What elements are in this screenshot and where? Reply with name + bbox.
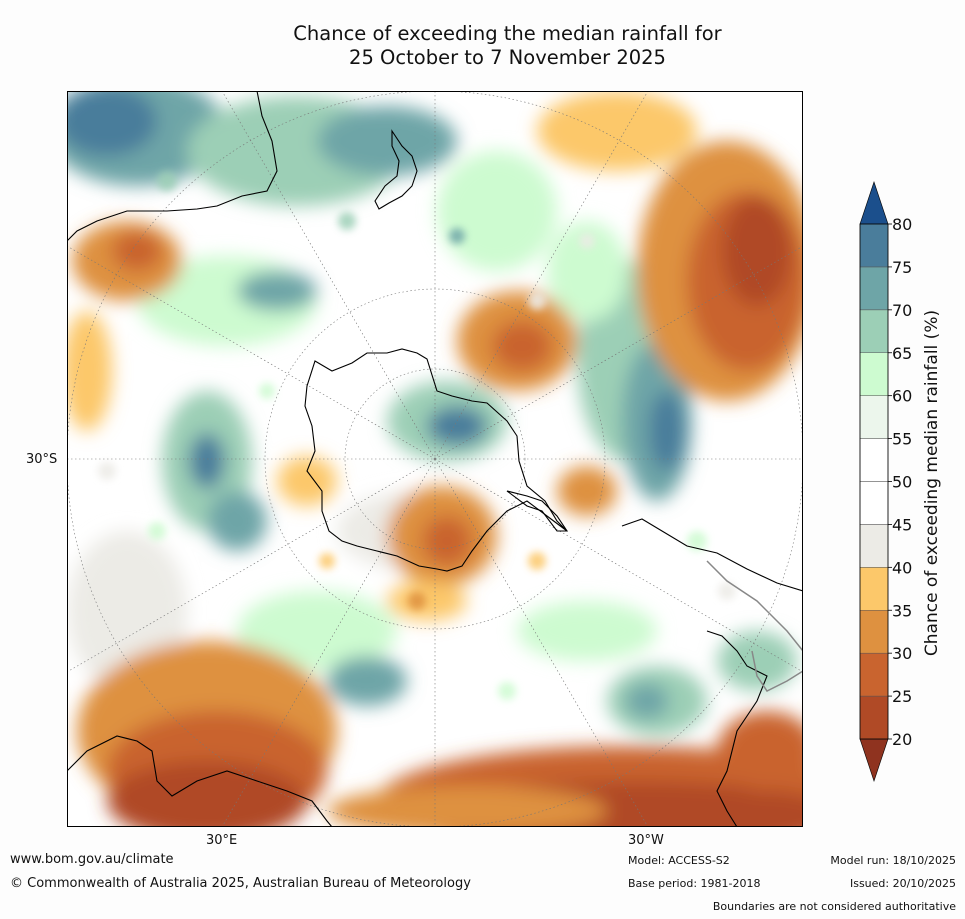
colorbar-under-arrow [859, 738, 889, 782]
colorbar-tick-label: 60 [892, 387, 912, 406]
colorbar-segment [859, 395, 889, 439]
coastlines [67, 91, 803, 827]
colorbar-segment [859, 352, 889, 396]
colorbar-segment [859, 524, 889, 568]
antarctic-peninsula-coast [506, 490, 569, 532]
colorbar-segment [859, 695, 889, 740]
colorbar-segment [859, 266, 889, 311]
colorbar-tick-label: 70 [892, 301, 912, 320]
south-america-coast [621, 518, 803, 827]
footer-disclaimer: Boundaries are not considered authoritat… [712, 900, 956, 913]
latitude-label: 30°S [26, 452, 58, 467]
colorbar-segment [859, 652, 889, 697]
longitude-label-west: 30°W [628, 833, 664, 848]
rainfall-speckle [98, 171, 736, 700]
country-borders [706, 560, 803, 692]
footer-base-period: Base period: 1981-2018 [628, 877, 761, 890]
colorbar-tick-label: 55 [892, 430, 912, 449]
antarctica-coast [304, 348, 568, 572]
footer-model: Model: ACCESS-S2 [628, 854, 730, 867]
colorbar-segment [859, 610, 889, 654]
colorbar-segment [859, 223, 889, 268]
longitude-label-east: 30°E [206, 833, 238, 848]
colorbar-tick-label: 40 [892, 558, 912, 577]
colorbar-tick-label: 25 [892, 687, 912, 706]
colorbar-over-arrow [859, 181, 889, 225]
colorbar-tick-label: 20 [892, 730, 912, 749]
rainfall-map [67, 91, 803, 827]
map-title: Chance of exceeding the median rainfall … [0, 22, 965, 70]
colorbar-segment [859, 481, 889, 525]
colorbar-tick-label: 50 [892, 473, 912, 492]
colorbar-tick-label: 35 [892, 601, 912, 620]
footer-copyright: © Commonwealth of Australia 2025, Austra… [10, 876, 471, 891]
colorbar-tick-label: 80 [892, 215, 912, 234]
colorbar-segment [859, 309, 889, 353]
title-line-1: Chance of exceeding the median rainfall … [293, 22, 722, 45]
colorbar-tick-label: 65 [892, 344, 912, 363]
colorbar-segment [859, 438, 889, 482]
australia-coast [67, 91, 278, 242]
new-zealand-coast [374, 129, 418, 210]
map-border [67, 91, 803, 827]
footer-model-run: Model run: 18/10/2025 [830, 854, 956, 867]
footer-url: www.bom.gov.au/climate [10, 852, 174, 867]
colorbar-tick-label: 45 [892, 515, 912, 534]
africa-coast [67, 735, 333, 827]
rainfall-fields [67, 91, 803, 827]
graticule [67, 91, 803, 827]
colorbar-tick-label: 30 [892, 644, 912, 663]
title-line-2: 25 October to 7 November 2025 [349, 46, 666, 69]
colorbar-tick-label: 75 [892, 258, 912, 277]
colorbar-title: Chance of exceeding median rainfall (%) [922, 309, 942, 657]
footer-issued: Issued: 20/10/2025 [849, 877, 956, 890]
colorbar-segment [859, 567, 889, 611]
colorbar: 20 25 30 35 40 45 50 55 60 65 70 75 80 [859, 181, 912, 782]
